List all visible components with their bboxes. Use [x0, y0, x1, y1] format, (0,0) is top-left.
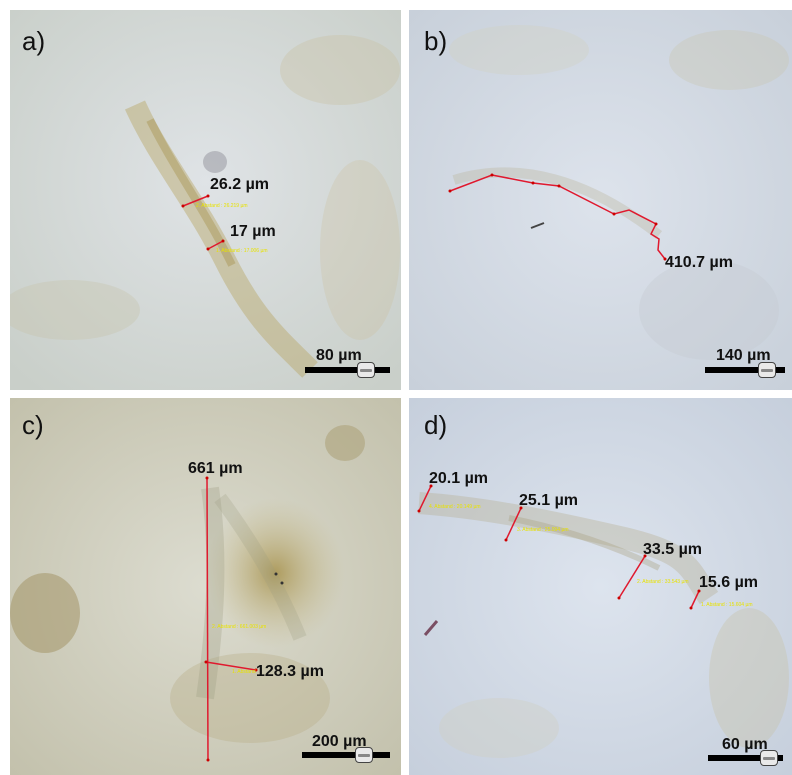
measure-path-b [449, 174, 666, 260]
measure-line-a-1 [182, 195, 209, 207]
measurement-d-2: 25.1 µm [519, 492, 579, 509]
measurement-a-1-sub: 2. Abstand : 26.219 µm [196, 203, 248, 209]
scale-bar-label-a: 80 µm [316, 347, 362, 364]
scale-bar-label-c: 200 µm [312, 733, 367, 750]
panel-c: c) 661 µm 2. Abstand : 661.003 µm 128.3 … [10, 398, 401, 775]
measurement-d-3-sub: 2. Abstand : 33.543 µm [637, 579, 689, 585]
measure-line-c-1 [206, 477, 209, 761]
measurement-c-1: 661 µm [188, 460, 243, 477]
measurement-c-1-sub: 2. Abstand : 661.003 µm [212, 624, 267, 630]
panel-label-a: a) [22, 26, 46, 56]
measurement-d-1: 20.1 µm [429, 470, 489, 487]
measurement-a-2: 17 µm [230, 223, 276, 240]
measurement-c-2: 128.3 µm [256, 663, 324, 680]
measure-line-d-4 [690, 590, 700, 609]
micrograph-d [409, 398, 792, 775]
measure-line-d-2 [505, 507, 522, 541]
scale-bar-label-d: 60 µm [722, 736, 768, 753]
scale-knob-d [760, 750, 778, 766]
panel-label-c: c) [22, 410, 44, 440]
measurement-c-2-sub: 1. Abstand [232, 669, 256, 675]
panel-label-b: b) [424, 26, 448, 56]
scale-bar-d [708, 755, 783, 761]
measurement-a-1: 26.2 µm [210, 176, 270, 193]
measure-line-a-2 [207, 240, 224, 250]
measurement-a-2-sub: 1. Abstand : 17.006 µm [216, 248, 268, 254]
scale-knob-b [758, 362, 776, 378]
measurement-d-3: 33.5 µm [643, 541, 703, 558]
measure-line-d-3 [618, 555, 646, 599]
scale-bar-a [305, 367, 390, 373]
panel-b: b) 410.7 µm 140 µm [409, 10, 792, 390]
micrograph-c [10, 398, 401, 775]
panel-label-d: d) [424, 410, 448, 440]
scale-bar-c [302, 752, 390, 758]
measurement-d-1-sub: 4. Abstand : 20.149 µm [429, 504, 481, 510]
measure-line-c-2 [205, 661, 257, 671]
panel-a: a) 26.2 µm 2. Abstand : 26.219 µm 17 µm … [10, 10, 401, 390]
measurement-d-2-sub: 3. Abstand : 25.094 µm [517, 527, 569, 533]
measurement-d-4: 15.6 µm [699, 574, 759, 591]
scale-bar-b [705, 367, 785, 373]
scale-bar-label-b: 140 µm [716, 347, 771, 364]
scale-knob-a [357, 362, 375, 378]
micrograph-a [10, 10, 401, 390]
measurement-b-1: 410.7 µm [665, 254, 733, 271]
measurement-d-4-sub: 1. Abstand : 15.604 µm [701, 602, 753, 608]
micrograph-b [409, 10, 792, 390]
measure-line-d-1 [418, 485, 432, 512]
panel-d: d) 20.1 µm 4. Abstand : 20.149 µm 25.1 µ… [409, 398, 792, 775]
scale-knob-c [355, 747, 373, 763]
